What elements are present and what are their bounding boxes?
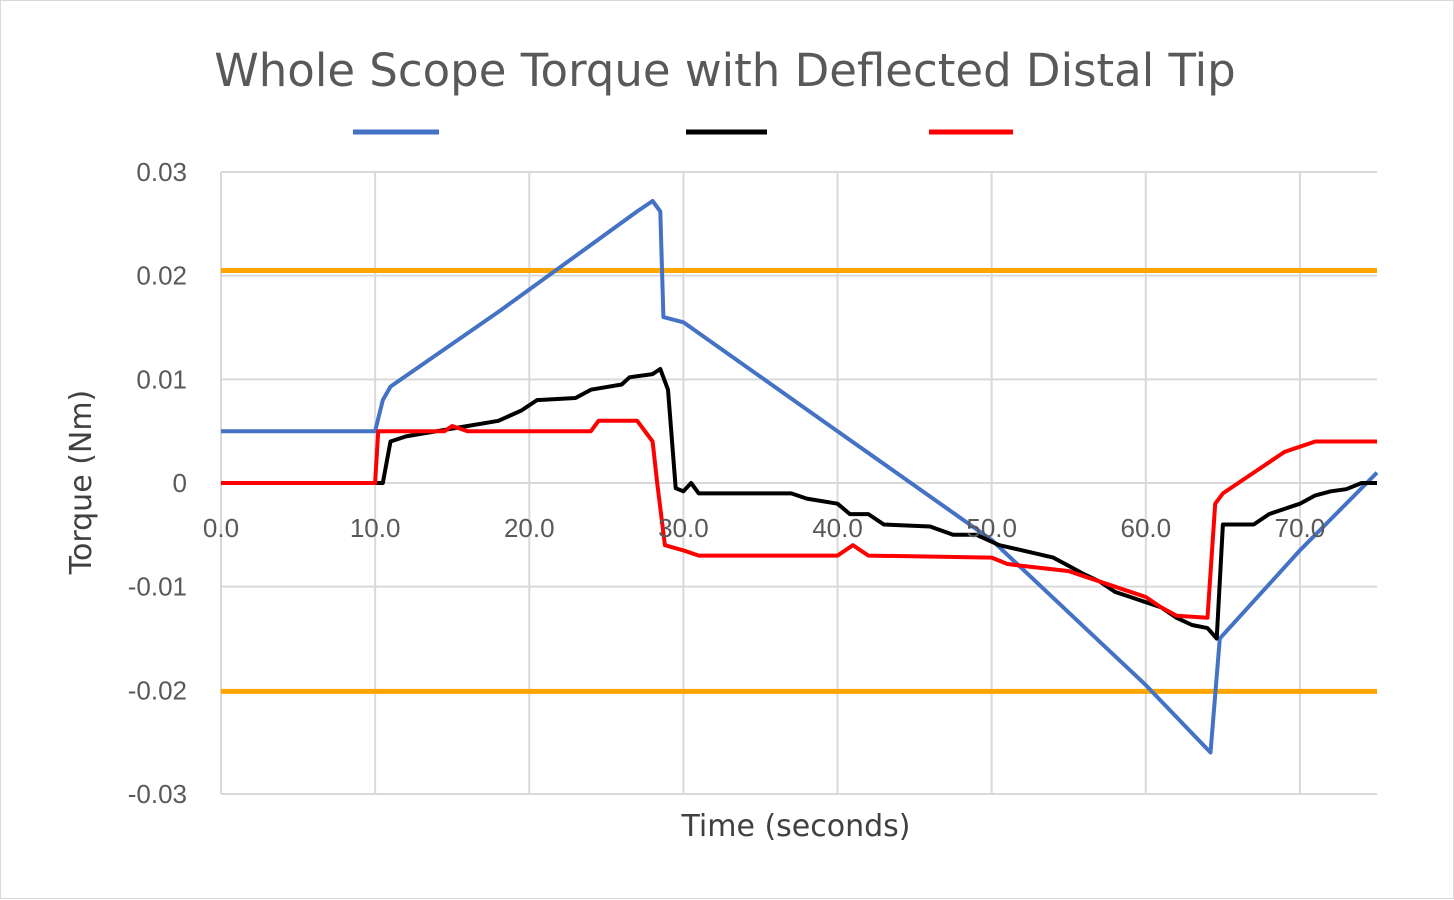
y-tick-label: 0.03 xyxy=(136,157,187,187)
x-axis-title: Time (seconds) xyxy=(681,809,911,844)
chart-title: Whole Scope Torque with Deflected Distal… xyxy=(214,44,1235,97)
y-axis-title: Torque (Nm) xyxy=(64,390,99,576)
x-tick-label: 0.0 xyxy=(203,513,239,543)
y-tick-label: -0.02 xyxy=(128,675,187,705)
series-line-2 xyxy=(221,367,1377,641)
y-tick-label: -0.03 xyxy=(128,779,187,809)
x-tick-label: 70.0 xyxy=(1275,513,1326,543)
limit-lines xyxy=(221,267,1377,694)
x-tick-label: 50.0 xyxy=(966,513,1017,543)
y-axis-ticks: 0.03 0.02 0.01 0 -0.01 -0.02 -0.03 xyxy=(128,157,187,809)
y-tick-label: 0.01 xyxy=(136,364,187,394)
x-tick-label: 10.0 xyxy=(350,513,401,543)
series-line-3 xyxy=(221,418,1377,620)
y-tick-label: -0.01 xyxy=(128,572,187,602)
gridlines xyxy=(220,171,1377,795)
x-tick-label: 40.0 xyxy=(812,513,863,543)
y-tick-label: 0 xyxy=(173,468,187,498)
y-tick-label: 0.02 xyxy=(136,261,187,291)
series-line-1 xyxy=(221,199,1379,755)
x-tick-label: 30.0 xyxy=(658,513,709,543)
x-tick-label: 20.0 xyxy=(504,513,555,543)
data-series xyxy=(221,199,1379,755)
x-tick-label: 60.0 xyxy=(1120,513,1171,543)
x-axis-ticks: 0.0 10.0 20.0 30.0 40.0 50.0 60.0 70.0 xyxy=(203,513,1325,543)
